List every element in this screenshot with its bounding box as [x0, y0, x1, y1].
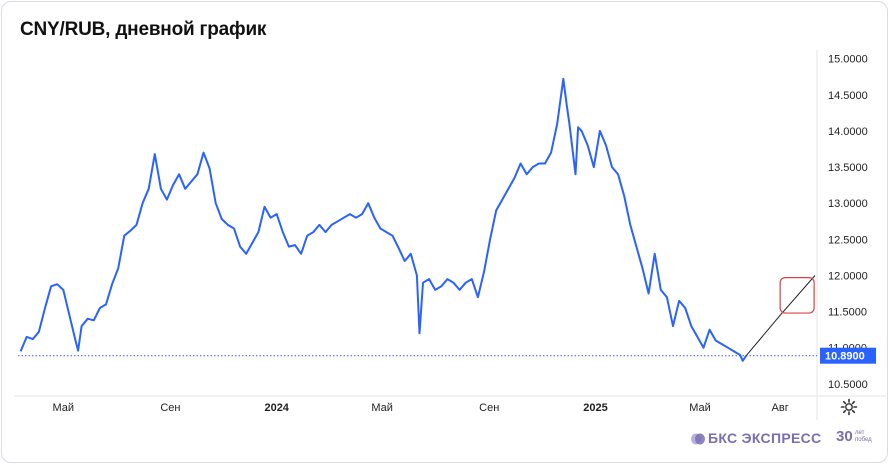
- y-tick-label: 13.0000: [828, 198, 868, 210]
- x-tick-label: 2025: [583, 402, 607, 414]
- y-tick-label: 13.5000: [828, 162, 868, 174]
- price-line: [19, 77, 748, 362]
- gear-icon[interactable]: [840, 398, 858, 416]
- x-tick-label: 2024: [264, 402, 289, 414]
- x-tick-label: Май: [689, 402, 711, 414]
- forecast-line: [745, 275, 816, 357]
- chart-title: CNY/RUB, дневной график: [20, 19, 267, 40]
- y-tick-label: 11.5000: [828, 307, 867, 319]
- brand-anniversary-sub: лет побед: [855, 430, 872, 443]
- x-tick-label: Сен: [160, 402, 180, 414]
- brand-logo: БКС ЭКСПРЕСС 30 лет побед: [690, 428, 880, 450]
- brand-mark-icon: [691, 433, 705, 445]
- x-tick-label: Май: [371, 402, 393, 414]
- y-tick-label: 14.0000: [828, 126, 868, 138]
- y-tick-label: 15.0000: [828, 54, 868, 66]
- x-tick-label: Сен: [479, 402, 499, 414]
- x-tick-label: Май: [53, 402, 75, 414]
- y-tick-label: 12.0000: [828, 270, 868, 282]
- brand-name: БКС ЭКСПРЕСС: [708, 430, 822, 446]
- forecast-box: [779, 277, 815, 314]
- y-tick-label: 14.5000: [828, 90, 868, 102]
- price-badge: [820, 347, 876, 364]
- price-badge-label: 10.8900: [825, 351, 865, 363]
- y-tick-label: 12.5000: [828, 234, 868, 246]
- brand-anniversary: 30: [836, 428, 853, 445]
- y-tick-label: 10.5000: [828, 379, 868, 391]
- x-tick-label: Авг: [772, 402, 789, 414]
